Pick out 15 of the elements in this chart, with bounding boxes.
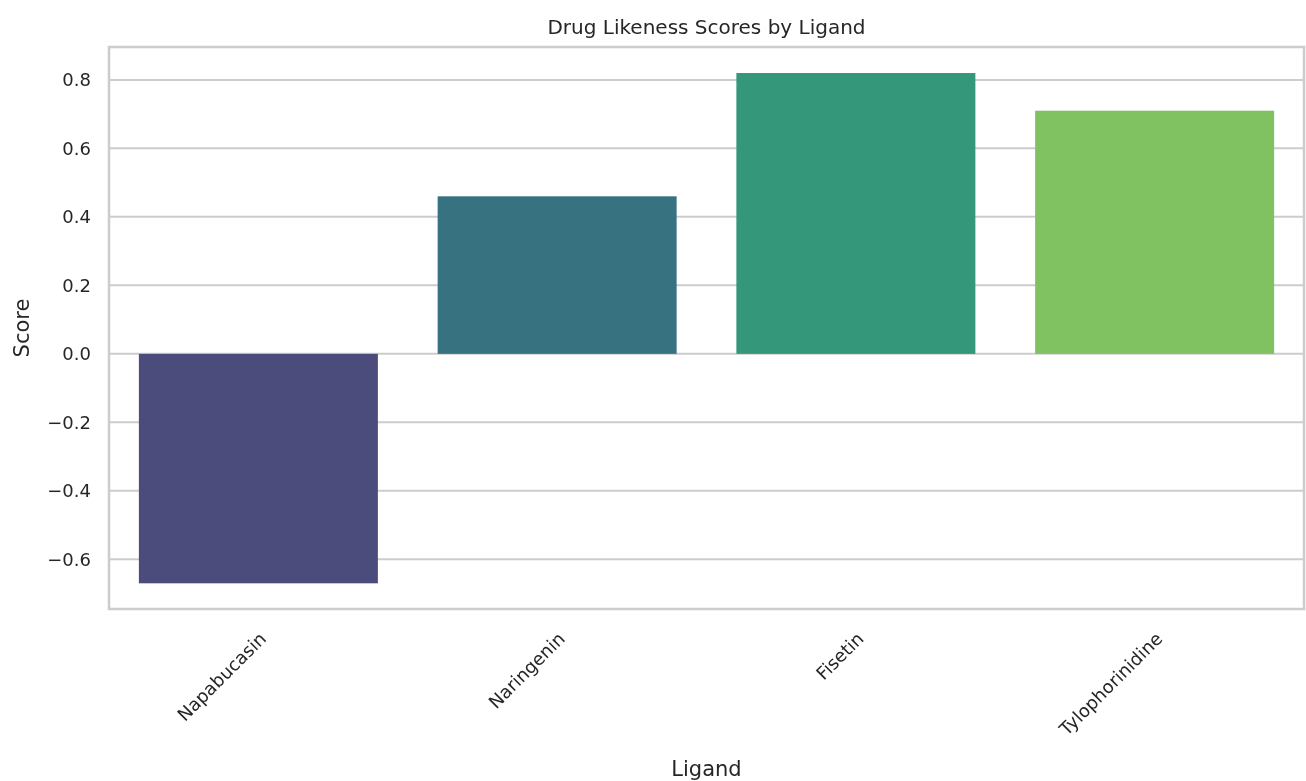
y-tick-label: 0.6 [62, 137, 91, 159]
y-tick-label: 0.8 [62, 69, 91, 91]
y-tick-label: 0.2 [62, 274, 91, 296]
x-axis-title: Ligand [671, 757, 742, 781]
y-tick-label: −0.4 [47, 480, 91, 502]
bar [138, 353, 378, 584]
chart-title: Drug Likeness Scores by Ligand [547, 15, 866, 39]
bar [437, 196, 677, 354]
y-tick-label: 0.0 [62, 343, 91, 365]
y-axis-title: Score [10, 298, 34, 358]
bar [736, 73, 976, 354]
y-tick-label: 0.4 [62, 206, 91, 228]
bar [1035, 110, 1275, 354]
y-tick-label: −0.6 [47, 548, 91, 570]
y-tick-label: −0.2 [47, 411, 91, 433]
